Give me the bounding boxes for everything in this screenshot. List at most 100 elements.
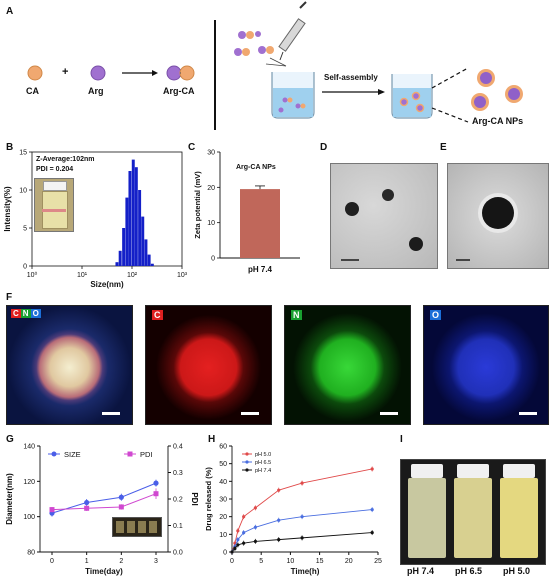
zeta-potential-chart: 0 10 20 30 pH 7.4 Zeta potential (mV) [193, 150, 300, 274]
tick-label: 5 [23, 226, 27, 233]
tick-label: 60 [219, 444, 227, 451]
y-axis-label: Zeta potential (mV) [193, 171, 202, 239]
panel-label-a: A [6, 6, 14, 17]
eds-map-oxygen: O [423, 305, 549, 425]
panel-label-b: B [6, 142, 14, 153]
legend-marker [245, 468, 249, 472]
tick-label: 30 [219, 497, 227, 504]
bar [141, 216, 145, 266]
data-point [277, 488, 281, 492]
tick-label: 10 [287, 558, 295, 565]
data-point [242, 541, 246, 545]
data-point [84, 499, 90, 506]
tick-label: 50 [219, 461, 227, 468]
beaker-icon [391, 74, 433, 119]
bar [240, 189, 280, 258]
data-point [242, 515, 246, 519]
tick-label: 0 [50, 558, 54, 565]
panel-label-d: D [320, 142, 328, 153]
tick-label: 20 [345, 558, 353, 565]
tick-label: 30 [207, 150, 215, 157]
arg-molecule [90, 65, 106, 81]
scale-bar [241, 412, 259, 415]
ca-molecule [27, 65, 43, 81]
legend-marker [51, 451, 57, 457]
z-average-text: Z-Average:102nm [36, 156, 95, 163]
vial-label-2: pH 6.5 [455, 566, 483, 576]
legend-marker [245, 452, 249, 456]
data-point [236, 529, 240, 533]
molecules-cluster [234, 31, 274, 56]
zeta-legend: Arg-CA NPs [236, 164, 276, 171]
data-point [370, 530, 374, 535]
data-point [118, 504, 124, 510]
data-point [49, 507, 55, 513]
x-axis-label: Time(h) [291, 567, 320, 576]
bar [128, 171, 132, 266]
tick-label: 0 [23, 264, 27, 271]
bar [131, 159, 135, 266]
y-axis-label-right: PDI [190, 492, 199, 505]
tag-c: C [152, 310, 163, 320]
vials-photo [400, 459, 546, 565]
bar [150, 263, 154, 266]
panel-label-f: F [6, 292, 13, 303]
vial-photo [34, 178, 74, 232]
tick-label: 0.4 [173, 444, 183, 451]
tick-label: 0 [223, 550, 227, 557]
data-point [153, 491, 159, 497]
panel-label-i: I [400, 434, 403, 445]
vial-inset [112, 517, 162, 537]
label-arg-ca: Arg-CA [163, 86, 195, 96]
plot-frame [31, 151, 183, 267]
data-point [253, 539, 257, 543]
tick-label: 120 [23, 479, 35, 486]
data-point [300, 536, 304, 540]
legend-text: pH 5.0 [255, 452, 271, 458]
vial-label-3: pH 5.0 [503, 566, 531, 576]
bar [122, 228, 126, 266]
tick-label: 40 [219, 479, 227, 486]
data-point [370, 467, 374, 471]
tick-label: 100 [23, 514, 35, 521]
legend-text: PDI [140, 450, 153, 459]
tick-label: 10 [207, 220, 215, 227]
data-point [230, 550, 234, 554]
bar [138, 190, 142, 266]
x-axis-label: Time(day) [85, 567, 123, 576]
panel-label-h: H [208, 434, 216, 445]
tag-n: N [291, 310, 302, 320]
data-point [370, 508, 374, 512]
tick-label: 10 [19, 188, 27, 195]
pdi-text: PDI = 0.204 [36, 166, 74, 173]
tick-label: 0 [230, 558, 234, 565]
panel-label-g: G [6, 434, 14, 445]
tick-label: 80 [27, 550, 35, 557]
size-distribution-chart: 0 5 10 15 10⁰ 10¹ 10² 10³ Size(nm) Intensity(%) [3, 150, 188, 290]
label-ca: CA [26, 86, 39, 96]
tick-label: 10³ [177, 272, 188, 279]
series-line [51, 493, 157, 511]
tick-label: 15 [316, 558, 324, 565]
beaker-icon [271, 72, 315, 119]
label-arg-ca-nps: Arg-CA NPs [472, 116, 524, 126]
tick-label: 3 [154, 558, 158, 565]
nanoparticle-icon [471, 69, 523, 111]
x-tick-label: pH 7.4 [248, 265, 273, 274]
tick-label: 10¹ [77, 272, 88, 279]
bar [125, 197, 129, 266]
label-plus: + [62, 66, 69, 78]
label-arg: Arg [88, 86, 104, 96]
eds-map-nitrogen: N [284, 305, 411, 425]
tick-label: 10 [219, 532, 227, 539]
tick-label: 5 [259, 558, 263, 565]
data-point [84, 505, 90, 511]
tick-label: 140 [23, 444, 35, 451]
tick-label: 20 [207, 185, 215, 192]
bar [115, 262, 119, 266]
tick-label: 2 [119, 558, 123, 565]
legend-marker [245, 460, 249, 464]
data-point [153, 480, 159, 486]
scale-bar [380, 412, 398, 415]
x-axis-label: Size(nm) [90, 280, 124, 289]
